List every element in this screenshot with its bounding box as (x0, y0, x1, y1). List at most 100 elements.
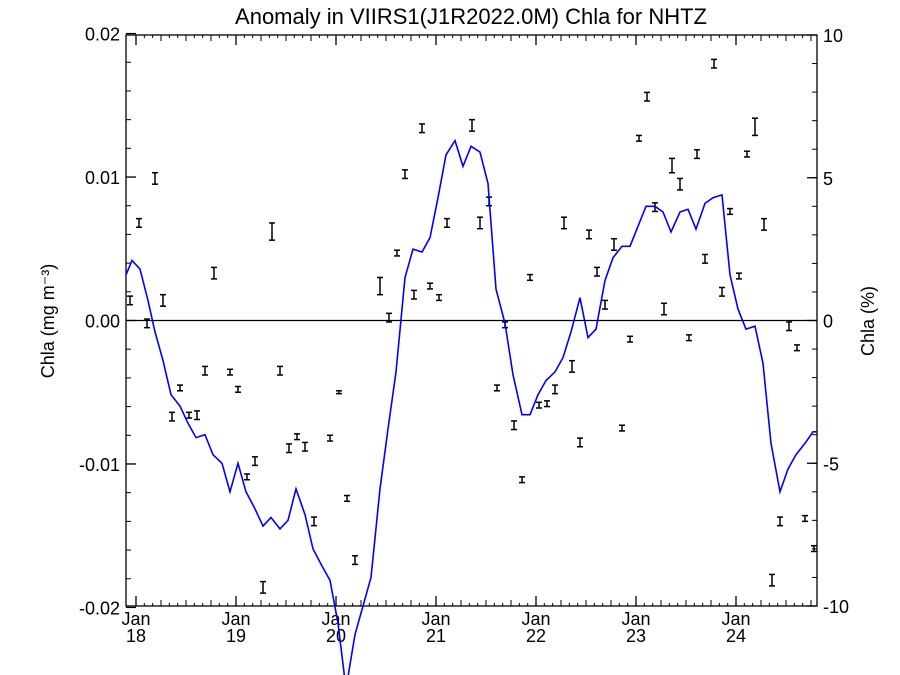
x-tick-label-year: 21 (426, 626, 446, 646)
x-tick-label-year: 19 (226, 626, 246, 646)
x-tick-label-month: Jan (521, 609, 550, 629)
error-bar-point (136, 217, 142, 228)
y-tick-label-right: 0 (823, 312, 833, 332)
x-tick-label-year: 23 (626, 626, 646, 646)
error-bar-point (627, 335, 633, 343)
error-bar-point (694, 149, 700, 160)
error-bar-point (661, 302, 667, 316)
error-bar-point (177, 384, 183, 392)
error-bar-point (594, 266, 600, 277)
error-bar-point (577, 437, 583, 448)
error-bar-point (769, 573, 775, 587)
x-tick-label-month: Jan (721, 609, 750, 629)
error-bar-point (469, 118, 475, 132)
error-bar-point (327, 434, 333, 442)
error-bar-point (802, 514, 808, 523)
error-bar-point (152, 171, 158, 185)
chart-title: Anomaly in VIIRS1(J1R2022.0M) Chla for N… (235, 4, 707, 29)
right-axis: 10 5 0 -5 -10 (807, 26, 849, 617)
error-bar-point (260, 580, 266, 594)
error-bar-point (202, 365, 208, 376)
x-tick-label-month: Jan (221, 609, 250, 629)
error-bar-point (494, 384, 500, 392)
x-tick-label-month: Jan (421, 609, 450, 629)
error-bar-series (127, 58, 817, 594)
error-bar-point (160, 293, 166, 307)
error-bar-point (777, 516, 783, 527)
error-bar-point (269, 222, 275, 241)
error-bar-point (211, 266, 217, 280)
y-tick-label-left: 0.02 (85, 25, 120, 45)
error-bar-point (786, 321, 792, 332)
x-tick-label-year: 18 (126, 626, 146, 646)
error-bar-point (377, 276, 383, 296)
error-bar-point (619, 424, 625, 432)
error-bar-point (344, 494, 350, 503)
error-bar-point (552, 384, 558, 395)
error-bar-point (744, 150, 750, 158)
error-bar-point (586, 229, 592, 240)
y-tick-label-left: 0.01 (85, 168, 120, 188)
error-bar-point (794, 344, 800, 352)
error-bar-point (561, 216, 567, 230)
error-bar-point (669, 157, 675, 174)
error-bar-point (536, 401, 542, 409)
error-bar-point (294, 433, 300, 441)
error-bar-point (477, 216, 483, 230)
error-bar-point (436, 293, 442, 302)
error-bar-point (336, 390, 342, 395)
error-bar-point (636, 134, 642, 142)
y-tick-label-right: -10 (823, 597, 849, 617)
error-bar-point (702, 253, 708, 264)
x-tick-label-year: 22 (526, 626, 546, 646)
y-tick-label-left: 0.00 (85, 312, 120, 332)
x-tick-label-month: Jan (321, 609, 350, 629)
error-bar-point (736, 272, 742, 280)
error-bar-point (511, 420, 517, 431)
x-tick-label-year: 24 (726, 626, 746, 646)
error-bar-point (719, 286, 725, 297)
error-bar-point (727, 207, 733, 216)
error-bar-point (519, 476, 525, 484)
error-bar-point (186, 411, 192, 419)
y-tick-label-left: -0.01 (79, 455, 120, 475)
y-tick-label-right: -5 (823, 454, 839, 474)
y-tick-label-left: -0.02 (79, 598, 120, 618)
error-bar-point (194, 410, 200, 421)
error-bar-point (311, 516, 317, 527)
error-bar-point (444, 217, 450, 228)
y-tick-label-right: 5 (823, 169, 833, 189)
error-bar-point (677, 177, 683, 191)
error-bar-point (427, 282, 433, 290)
error-bar-point (761, 217, 767, 231)
error-bar-point (419, 123, 425, 134)
error-bar-point (227, 368, 233, 376)
x-tick-label-month: Jan (621, 609, 650, 629)
percent-anomaly-line (125, 138, 817, 675)
error-bar-point (569, 359, 575, 373)
x-tick-label-year: 20 (326, 626, 346, 646)
error-bar-point (352, 555, 358, 566)
error-bar-point (169, 411, 175, 422)
error-bar-point (602, 299, 608, 310)
error-bar-point (544, 400, 550, 408)
left-axis: 0.02 0.01 0.00 -0.01 -0.02 (79, 25, 136, 618)
y-axis-label-left: Chla (mg m⁻³) (38, 264, 58, 379)
error-bar-point (402, 169, 408, 180)
error-bar-point (386, 312, 392, 323)
y-tick-label-right: 10 (823, 26, 843, 46)
error-bar-point (277, 365, 283, 376)
error-bar-point (235, 385, 241, 393)
error-bar-point (686, 334, 692, 342)
error-bar-point (144, 318, 150, 329)
error-bar-point (302, 441, 308, 452)
x-tick-label-month: Jan (121, 609, 150, 629)
error-bar-point (411, 289, 417, 300)
error-bar-point (752, 117, 758, 137)
error-bar-point (244, 473, 250, 481)
error-bar-point (711, 58, 717, 69)
error-bar-point (394, 249, 400, 257)
error-bar-point (252, 456, 258, 467)
